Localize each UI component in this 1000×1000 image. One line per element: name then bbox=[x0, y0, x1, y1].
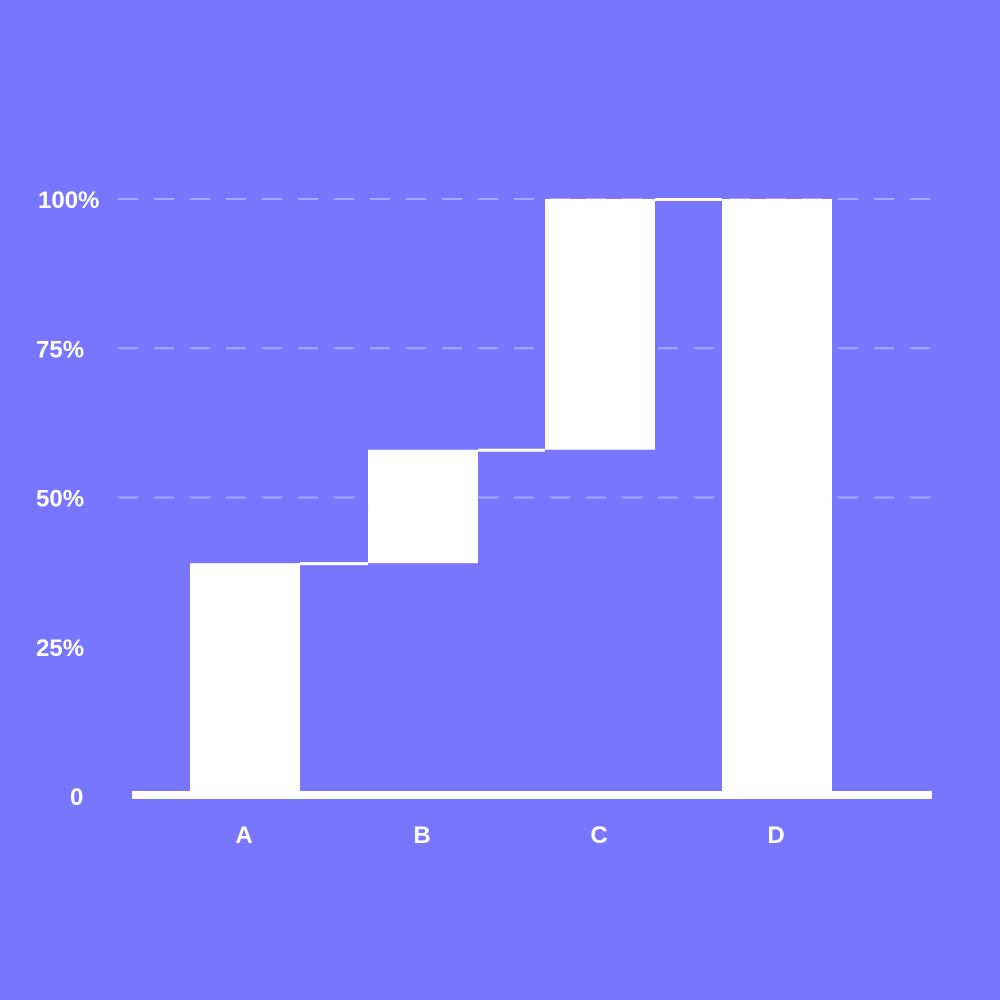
x-axis-line bbox=[132, 791, 932, 799]
bar-C bbox=[545, 199, 655, 450]
bar-A bbox=[190, 563, 300, 796]
bars bbox=[190, 199, 832, 796]
y-tick-label-100: 100% bbox=[38, 187, 99, 214]
connector-B-C bbox=[478, 448, 545, 452]
bar-D bbox=[722, 199, 832, 796]
gridlines bbox=[118, 198, 932, 499]
y-tick-label-75: 75% bbox=[36, 336, 84, 363]
x-tick-label-B: B bbox=[413, 822, 430, 849]
connector-A-B bbox=[300, 562, 368, 566]
connector-lines bbox=[300, 198, 722, 566]
x-axis bbox=[132, 791, 932, 799]
bar-B bbox=[368, 449, 478, 564]
x-tick-labels: A B C D bbox=[235, 822, 784, 849]
connector-C-D bbox=[655, 198, 722, 201]
y-tick-label-0: 0 bbox=[70, 784, 83, 811]
y-tick-labels: 0 25% 50% 75% 100% bbox=[36, 187, 99, 811]
x-tick-label-A: A bbox=[235, 822, 252, 849]
y-tick-label-50: 50% bbox=[36, 486, 84, 513]
x-tick-label-D: D bbox=[767, 822, 784, 849]
x-tick-label-C: C bbox=[590, 822, 607, 849]
y-tick-label-25: 25% bbox=[36, 635, 84, 662]
